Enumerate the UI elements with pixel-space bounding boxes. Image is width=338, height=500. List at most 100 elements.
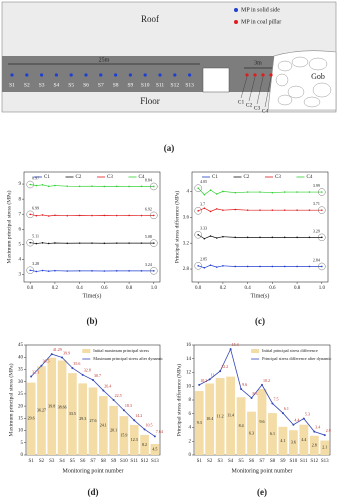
point-marker [47,242,50,245]
point-marker [246,265,249,268]
y-tick-label: 2.8 [183,267,190,272]
x-tick-label: S13 [321,459,329,464]
point-marker [128,185,130,188]
data-label: 12.2 [221,364,228,369]
point-label: S4 [53,82,59,88]
end-highlight [150,267,158,275]
bar [88,387,98,455]
point-marker [153,214,155,217]
point-marker [259,191,261,193]
plot-frame [191,171,329,283]
point-marker [92,378,94,381]
y-axis-label: Principal stress difference (MPa) [173,191,180,264]
span-label: 3m [254,60,262,66]
data-label: 6.92 [145,206,152,211]
data-label: 9.6 [260,419,265,424]
data-label: 36.5 [42,359,49,364]
x-tick-label: S6 [249,459,255,464]
solid-point [188,73,192,77]
point-marker [78,185,81,188]
point-marker [215,266,218,268]
point-marker [115,270,118,272]
point-marker [229,348,232,351]
end-highlight [194,231,202,239]
point-marker [271,191,274,194]
point-label: S10 [141,82,150,88]
data-label: 4.05 [200,179,207,184]
point-marker [112,399,115,401]
point-marker [246,236,249,239]
bar [226,376,236,455]
end-highlight [318,262,326,271]
y-tick-label: 7 [19,212,22,217]
bar [26,382,36,455]
data-label: 29.3 [79,416,86,421]
data-label: 36.27 [37,408,46,413]
data-label: 26.4 [104,383,111,388]
point-marker [41,184,44,186]
roof-label: Roof [141,14,159,24]
y-tick-label: 45 [18,343,24,348]
point-marker [321,209,323,211]
end-highlight [150,182,158,191]
legend-label: MP in coal pillar [241,19,281,25]
point-marker [133,419,136,422]
point-marker [246,191,249,193]
legend-label: C4 [307,175,313,180]
point-marker [261,383,263,386]
pillar-point [261,73,265,77]
data-label: 8.84 [145,177,152,182]
point-marker [103,270,106,272]
point-marker [197,265,199,267]
point-marker [103,242,106,245]
point-marker [66,242,69,245]
point-marker [197,233,199,236]
point-marker [209,235,212,237]
data-label: 20.1 [110,427,117,432]
data-label: 6.1 [284,406,289,411]
data-label: 2.8 [312,442,317,447]
data-label: 2.85 [200,257,207,262]
floor-label: Floor [140,96,160,106]
point-marker [91,214,93,217]
point-marker [203,207,206,210]
point-label: S9 [127,82,133,88]
data-label: 22.5 [115,393,122,398]
x-axis-label: Monitoring point number [232,468,293,474]
solid-point [158,73,162,77]
data-label: 3.29 [313,228,320,233]
data-label: 6.1 [270,431,275,436]
point-marker [41,269,44,272]
solid-point [69,73,73,77]
point-marker [259,209,261,211]
point-marker [54,214,56,217]
point-marker [61,356,64,359]
data-label: 4.4 [294,418,299,423]
point-marker [103,214,106,217]
bar [57,360,67,455]
data-label: 8.97 [32,175,39,180]
legend-dot [234,20,238,24]
data-label: 9.6 [242,382,247,387]
point-marker [50,353,53,356]
bar [236,397,246,455]
data-label: 35.6 [73,361,80,366]
point-marker [78,214,81,217]
point-marker [321,265,323,268]
bar [205,383,215,455]
point-marker [308,191,311,193]
data-label: 10.2 [263,378,270,383]
caption: (b) [87,316,98,326]
point-marker [250,396,253,399]
point-marker [140,214,143,217]
plot-frame [23,171,161,283]
point-marker [321,236,323,239]
point-marker [128,270,130,272]
point-marker [54,242,56,244]
point-marker [29,241,31,244]
point-marker [215,237,218,239]
x-tick-label: 0.4 [245,286,252,291]
end-highlight [26,238,34,247]
point-marker [271,265,274,268]
x-tick-label: S3 [218,459,224,464]
